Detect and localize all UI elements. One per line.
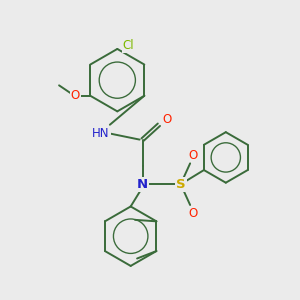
Text: HN: HN bbox=[92, 127, 110, 140]
Text: S: S bbox=[176, 178, 186, 191]
Text: O: O bbox=[71, 89, 80, 102]
Text: O: O bbox=[188, 207, 197, 220]
Text: N: N bbox=[137, 178, 148, 191]
Text: Cl: Cl bbox=[123, 40, 134, 52]
Text: O: O bbox=[188, 148, 197, 162]
Text: O: O bbox=[163, 113, 172, 126]
